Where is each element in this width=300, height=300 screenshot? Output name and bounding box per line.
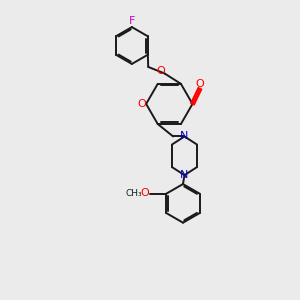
Text: N: N [180, 131, 189, 142]
Text: O: O [196, 79, 204, 89]
Text: O: O [137, 99, 146, 109]
Text: N: N [180, 170, 189, 180]
Text: O: O [157, 66, 165, 76]
Text: CH₃: CH₃ [125, 189, 142, 198]
Text: O: O [140, 188, 149, 198]
Text: F: F [129, 16, 135, 26]
